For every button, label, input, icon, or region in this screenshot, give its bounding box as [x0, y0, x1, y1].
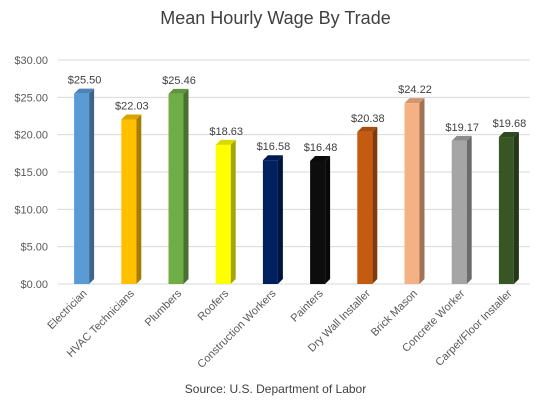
y-tick-label: $15.00	[14, 167, 48, 179]
bar-front	[357, 131, 373, 284]
bar	[215, 139, 236, 284]
data-label: $25.50	[68, 75, 102, 87]
bar-side	[277, 155, 283, 284]
data-label: $16.58	[257, 141, 291, 153]
category-label: Plumbers	[143, 287, 185, 329]
data-label: $24.22	[398, 84, 432, 96]
bar-front	[74, 93, 90, 284]
bar	[262, 155, 283, 284]
bar-top	[215, 139, 236, 145]
bar-side	[89, 88, 95, 284]
bar	[168, 88, 189, 284]
bar-top	[121, 114, 142, 120]
data-label: $19.17	[445, 122, 479, 134]
category-label: Painters	[289, 287, 326, 324]
data-label: $18.63	[209, 126, 243, 138]
category-label: Roofers	[196, 287, 232, 323]
category-label: Construction Workers	[195, 287, 278, 370]
gridlines	[58, 59, 530, 285]
category-label: Electrician	[45, 288, 89, 332]
bar	[404, 98, 425, 284]
y-axis-ticks: $0.00 $5.00 $10.00 $15.00 $20.00 $25.00 $30.00	[14, 55, 48, 291]
category-label: Brick Mason	[369, 288, 420, 339]
data-labels: $25.50 $22.03 $25.46 $18.63 $16.58 $16.48 $20.…	[68, 75, 526, 154]
chart-title: Mean Hourly Wage By Trade	[160, 8, 391, 28]
bar-side	[466, 135, 472, 284]
bar-front	[451, 140, 467, 284]
bar-side	[372, 126, 378, 284]
bar-top	[262, 155, 283, 161]
bars	[74, 88, 519, 284]
bar-front	[168, 93, 184, 284]
y-tick-label: $20.00	[14, 130, 48, 142]
bar-front	[498, 137, 514, 284]
data-label: $19.68	[493, 118, 527, 130]
bar-side	[513, 132, 519, 284]
chart-source: Source: U.S. Department of Labor	[184, 382, 367, 396]
bar-top	[74, 88, 95, 94]
bar	[121, 114, 142, 284]
bar-front	[310, 160, 326, 284]
y-tick-label: $0.00	[20, 279, 48, 291]
bar	[451, 135, 472, 284]
bar-front	[215, 144, 231, 284]
bar-front	[121, 119, 137, 284]
bar-front	[262, 160, 278, 284]
data-label: $20.38	[351, 113, 385, 125]
bar-top	[357, 126, 378, 132]
bar	[74, 88, 95, 284]
y-tick-label: $5.00	[20, 242, 48, 254]
bar-side	[136, 114, 142, 284]
y-tick-label: $25.00	[14, 92, 48, 104]
bar-top	[498, 132, 519, 138]
bar-side	[230, 139, 236, 284]
y-tick-label: $10.00	[14, 204, 48, 216]
bar-front	[404, 103, 420, 284]
y-tick-label: $30.00	[14, 55, 48, 67]
bar-top	[404, 98, 425, 104]
bar-top	[310, 155, 331, 161]
bar-top	[451, 135, 472, 141]
bar-side	[183, 88, 189, 284]
data-label: $22.03	[115, 101, 149, 113]
bar-top	[168, 88, 189, 94]
data-label: $16.48	[304, 142, 338, 154]
bar	[310, 155, 331, 284]
bar	[498, 132, 519, 284]
bar-side	[325, 155, 331, 284]
bar	[357, 126, 378, 284]
bar-side	[419, 98, 425, 284]
data-label: $25.46	[162, 75, 196, 87]
